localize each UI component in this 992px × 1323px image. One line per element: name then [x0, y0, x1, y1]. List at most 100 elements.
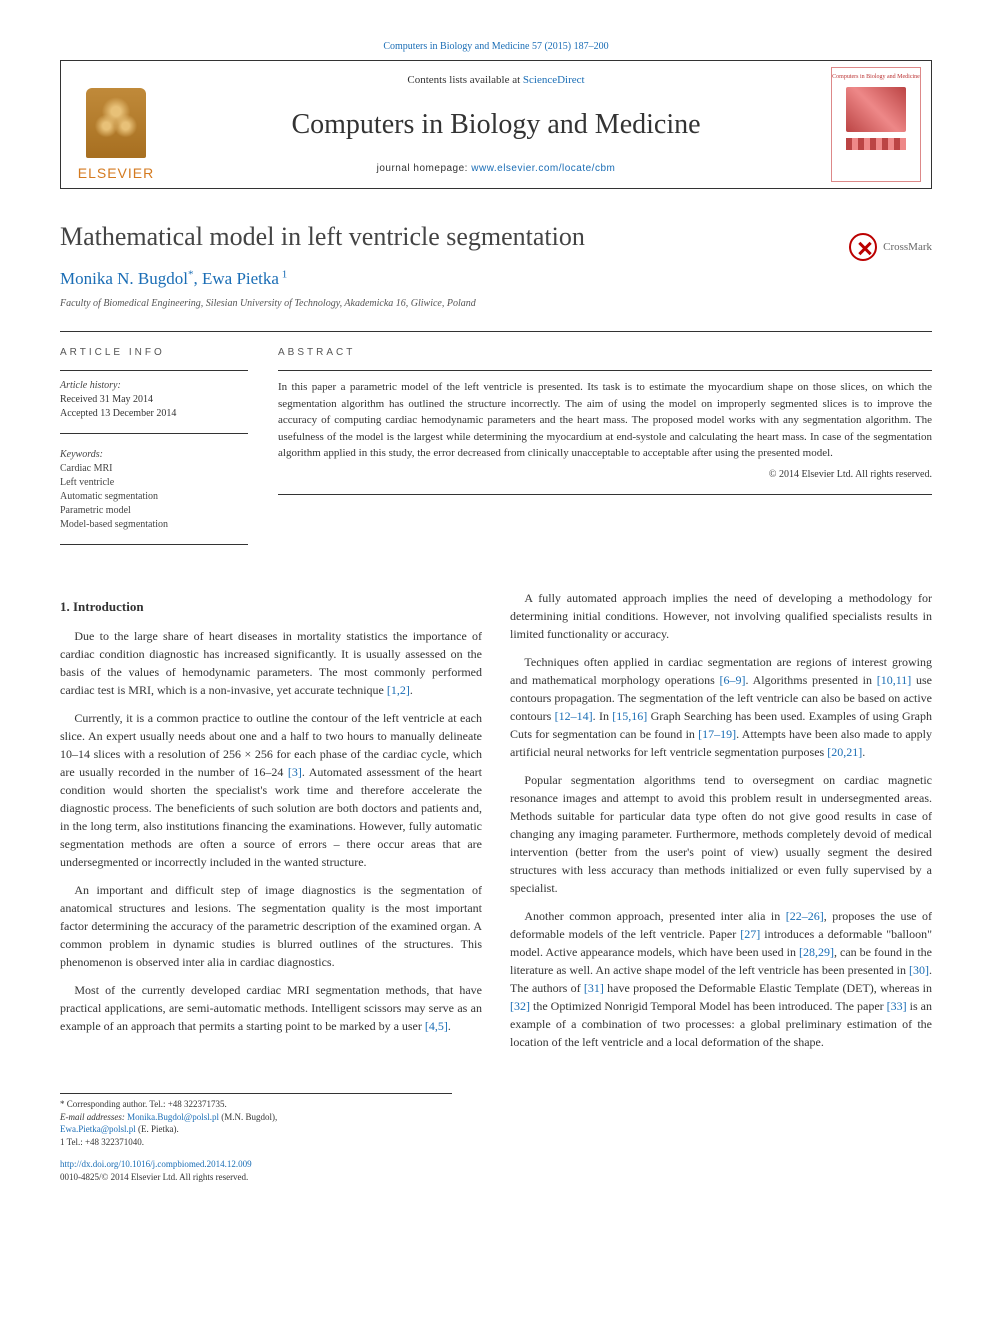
- citation-link[interactable]: [32]: [510, 999, 530, 1013]
- body-text: Another common approach, presented inter…: [524, 909, 785, 923]
- meta-row: ARTICLE INFO Article history: Received 3…: [60, 331, 932, 559]
- body-p: An important and difficult step of image…: [60, 881, 482, 971]
- crossmark-icon: [849, 233, 877, 261]
- abstract-heading: ABSTRACT: [278, 346, 932, 360]
- journal-cover-thumb: Computers in Biology and Medicine: [831, 67, 921, 182]
- email-line: E-mail addresses: Monika.Bugdol@polsl.pl…: [60, 1111, 452, 1124]
- body-text: Most of the currently developed cardiac …: [60, 983, 482, 1033]
- homepage-prefix: journal homepage:: [377, 163, 472, 174]
- history-label: Article history:: [60, 379, 248, 393]
- body-text: .: [410, 683, 413, 697]
- citation-link[interactable]: [27]: [740, 927, 760, 941]
- doi-line: http://dx.doi.org/10.1016/j.compbiomed.2…: [60, 1158, 452, 1171]
- author-sep: ,: [193, 269, 202, 288]
- body-text: . Automated assessment of the heart cond…: [60, 765, 482, 869]
- article-info: ARTICLE INFO Article history: Received 3…: [60, 332, 260, 559]
- keywords-list: Cardiac MRI Left ventricle Automatic seg…: [60, 462, 248, 532]
- email-label: E-mail addresses:: [60, 1112, 127, 1122]
- citation-link[interactable]: [6–9]: [720, 673, 746, 687]
- body-p: Techniques often applied in cardiac segm…: [510, 653, 932, 761]
- abstract-block: ABSTRACT In this paper a parametric mode…: [260, 332, 932, 559]
- running-head: Computers in Biology and Medicine 57 (20…: [60, 40, 932, 54]
- contents-prefix: Contents lists available at: [407, 74, 522, 86]
- body-text: .: [448, 1019, 451, 1033]
- authors-line: Monika N. Bugdol*, Ewa Pietka 1: [60, 267, 932, 291]
- body-text: . Algorithms presented in: [746, 673, 877, 687]
- info-rule-3: [60, 544, 248, 545]
- body-text: Due to the large share of heart diseases…: [60, 629, 482, 697]
- body-text: have proposed the Deformable Elastic Tem…: [604, 981, 932, 995]
- email-link-2[interactable]: Ewa.Pietka@polsl.pl: [60, 1124, 136, 1134]
- citation-link[interactable]: [4,5]: [425, 1019, 448, 1033]
- citation-link[interactable]: [12–14]: [555, 709, 593, 723]
- author-1[interactable]: Monika N. Bugdol: [60, 269, 188, 288]
- corresponding-author-note: * Corresponding author. Tel.: +48 322371…: [60, 1098, 452, 1111]
- citation-link[interactable]: [28,29]: [799, 945, 834, 959]
- affiliation: Faculty of Biomedical Engineering, Siles…: [60, 297, 932, 311]
- keyword: Model-based segmentation: [60, 518, 248, 532]
- email-link-1[interactable]: Monika.Bugdol@polsl.pl: [127, 1112, 219, 1122]
- history-accepted: Accepted 13 December 2014: [60, 407, 248, 421]
- citation-link[interactable]: [30]: [909, 963, 929, 977]
- crossmark-label: CrossMark: [883, 240, 932, 255]
- footnote-tel-2: 1 Tel.: +48 322371040.: [60, 1136, 452, 1149]
- keyword: Parametric model: [60, 504, 248, 518]
- body-text: .: [862, 745, 865, 759]
- journal-title: Computers in Biology and Medicine: [291, 105, 700, 144]
- info-rule-1: [60, 370, 248, 371]
- body-text: . In: [593, 709, 613, 723]
- email-2-tail: (E. Pietka).: [136, 1124, 179, 1134]
- article-info-heading: ARTICLE INFO: [60, 346, 248, 360]
- issn-copyright-line: 0010-4825/© 2014 Elsevier Ltd. All right…: [60, 1171, 452, 1184]
- elsevier-tree-icon: [86, 88, 146, 158]
- doi-link[interactable]: http://dx.doi.org/10.1016/j.compbiomed.2…: [60, 1159, 252, 1169]
- abstract-rule-2: [278, 494, 932, 495]
- body-p: A fully automated approach implies the n…: [510, 589, 932, 643]
- citation-link[interactable]: [33]: [887, 999, 907, 1013]
- header-center: Contents lists available at ScienceDirec…: [171, 61, 821, 188]
- body-p: Most of the currently developed cardiac …: [60, 981, 482, 1035]
- author-2-sup: 1: [279, 269, 287, 281]
- cover-thumb-title: Computers in Biology and Medicine: [832, 74, 920, 81]
- citation-link[interactable]: [31]: [584, 981, 604, 995]
- keyword: Left ventricle: [60, 476, 248, 490]
- cover-thumb-col: Computers in Biology and Medicine: [821, 61, 931, 188]
- homepage-line: journal homepage: www.elsevier.com/locat…: [377, 162, 616, 176]
- cover-thumb-bars: [846, 138, 906, 150]
- abstract-copyright: © 2014 Elsevier Ltd. All rights reserved…: [278, 468, 932, 482]
- body-p: Another common approach, presented inter…: [510, 907, 932, 1051]
- body-p: Popular segmentation algorithms tend to …: [510, 771, 932, 897]
- elsevier-wordmark: ELSEVIER: [78, 164, 154, 184]
- homepage-link[interactable]: www.elsevier.com/locate/cbm: [471, 163, 615, 174]
- abstract-text: In this paper a parametric model of the …: [278, 379, 932, 462]
- citation-link[interactable]: [17–19]: [698, 727, 736, 741]
- journal-header: ELSEVIER Contents lists available at Sci…: [60, 60, 932, 189]
- publisher-block: ELSEVIER: [61, 61, 171, 188]
- email-1-tail: (M.N. Bugdol),: [219, 1112, 277, 1122]
- crossmark-badge[interactable]: CrossMark: [849, 233, 932, 261]
- keyword: Automatic segmentation: [60, 490, 248, 504]
- contents-line: Contents lists available at ScienceDirec…: [407, 73, 584, 88]
- section-heading-intro: 1. Introduction: [60, 597, 482, 617]
- citation-link[interactable]: [3]: [288, 765, 302, 779]
- citation-link[interactable]: [1,2]: [387, 683, 410, 697]
- email-line-2: Ewa.Pietka@polsl.pl (E. Pietka).: [60, 1123, 452, 1136]
- citation-link[interactable]: [15,16]: [612, 709, 647, 723]
- cover-thumb-image: [846, 87, 906, 132]
- info-rule-2: [60, 433, 248, 434]
- citation-link[interactable]: [22–26]: [786, 909, 824, 923]
- citation-link[interactable]: [20,21]: [827, 745, 862, 759]
- body-p: Due to the large share of heart diseases…: [60, 627, 482, 699]
- body-p: Currently, it is a common practice to ou…: [60, 709, 482, 871]
- keyword: Cardiac MRI: [60, 462, 248, 476]
- history-received: Received 31 May 2014: [60, 393, 248, 407]
- citation-link[interactable]: [10,11]: [877, 673, 912, 687]
- footnotes: * Corresponding author. Tel.: +48 322371…: [60, 1093, 452, 1184]
- keywords-label: Keywords:: [60, 448, 248, 462]
- author-2[interactable]: Ewa Pietka: [202, 269, 279, 288]
- article-title: Mathematical model in left ventricle seg…: [60, 219, 932, 255]
- abstract-rule-1: [278, 370, 932, 371]
- sciencedirect-link[interactable]: ScienceDirect: [523, 74, 585, 86]
- running-head-link[interactable]: Computers in Biology and Medicine 57 (20…: [383, 41, 608, 52]
- body-columns: 1. Introduction Due to the large share o…: [60, 589, 932, 1053]
